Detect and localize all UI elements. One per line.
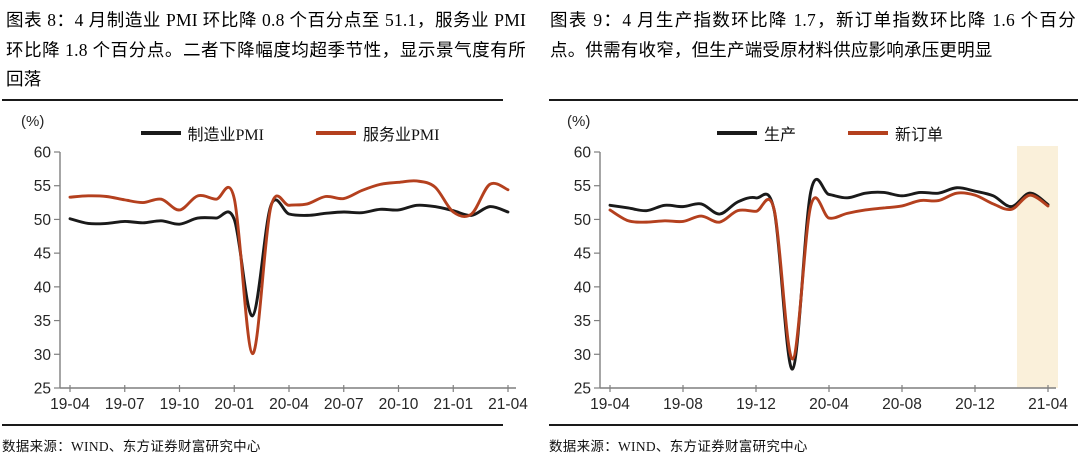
x-tick-label: 19-12 (736, 396, 776, 413)
y-tick-label: 40 (34, 279, 52, 296)
x-tick-label: 21-04 (1028, 396, 1068, 413)
legend-item-new-orders: 新订单 (848, 121, 943, 145)
series-line-0 (68, 198, 510, 318)
x-tick-label: 19-07 (105, 396, 145, 413)
x-tick-label: 19-04 (590, 396, 630, 413)
x-tick-label: 20-04 (809, 396, 849, 413)
series-line-1 (68, 179, 510, 356)
legend-line-swatch-black (140, 131, 181, 135)
x-tick-label: 20-01 (214, 396, 254, 413)
title-divider (549, 99, 1078, 101)
y-tick-label: 25 (34, 381, 51, 398)
x-tick-label: 20-08 (882, 396, 922, 413)
x-tick-label: 19-04 (50, 396, 90, 413)
x-tick-label: 21-04 (488, 396, 528, 413)
y-tick-label: 35 (34, 313, 51, 330)
chart-legend: 制造业PMI 服务业PMI (60, 121, 520, 145)
figure-9-title: 图表 9：4 月生产指数环比降 1.7，新订单指数环比降 1.6 个百分点。供需… (550, 10, 1076, 60)
series-line-1 (608, 191, 1050, 361)
unit-label: (%) (21, 113, 45, 130)
y-tick-label: 35 (574, 313, 591, 330)
x-tick-label: 21-01 (433, 396, 473, 413)
y-tick-label: 55 (34, 178, 51, 195)
x-tick-label: 20-04 (269, 396, 309, 413)
y-tick-label: 55 (574, 178, 591, 195)
legend-label: 新订单 (895, 127, 944, 144)
figure-8: 图表 8：4 月制造业 PMI 环比降 0.8 个百分点至 51.1，服务业 P… (2, 10, 528, 458)
series-line-0 (608, 177, 1050, 371)
y-tick-label: 30 (34, 347, 52, 364)
legend-item-production: 生产 (716, 121, 796, 145)
x-tick-label: 20-07 (324, 396, 364, 413)
legend-label: 生产 (763, 127, 796, 144)
x-tick-label: 19-08 (663, 396, 703, 413)
chart-legend: 生产 新订单 (600, 121, 1060, 145)
legend-line-swatch-red (316, 131, 356, 135)
legend-line-swatch-black (716, 131, 757, 135)
y-tick-label: 50 (34, 212, 52, 229)
y-tick-label: 25 (574, 381, 591, 398)
x-tick-label: 20-10 (379, 396, 419, 413)
figure-9: 图表 9：4 月生产指数环比降 1.7，新订单指数环比降 1.6 个百分点。供需… (540, 0, 1080, 462)
data-source: 数据来源：WIND、东方证券财富研究中心 (549, 424, 1078, 458)
y-tick-label: 45 (34, 246, 51, 263)
legend-label: 服务业PMI (363, 127, 440, 144)
highlight-band (1016, 146, 1058, 388)
figure-8-title: 图表 8：4 月制造业 PMI 环比降 0.8 个百分点至 51.1，服务业 P… (6, 10, 526, 89)
legend-item-services-pmi: 服务业PMI (316, 121, 439, 145)
x-tick-label: 20-12 (955, 396, 995, 413)
x-tick-label: 19-10 (160, 396, 200, 413)
unit-label: (%) (567, 113, 591, 130)
production-orders-line-chart: 25 30 35 40 45 50 55 60 19-04 19-08 19-12 20-04 20-0… (574, 145, 1068, 414)
y-tick-label: 30 (574, 347, 592, 364)
legend-label: 制造业PMI (187, 127, 264, 144)
data-source: 数据来源：WIND、东方证券财富研究中心 (2, 424, 503, 458)
y-tick-label: 45 (574, 246, 591, 263)
y-tick-label: 50 (574, 212, 592, 229)
title-divider (2, 99, 503, 101)
y-tick-label: 60 (574, 145, 592, 162)
y-tick-label: 60 (34, 145, 52, 162)
legend-line-swatch-red (848, 131, 888, 135)
legend-item-manufacturing-pmi: 制造业PMI (140, 121, 264, 145)
y-tick-label: 40 (574, 279, 592, 296)
pmi-line-chart: 25 30 35 40 45 50 55 60 19-04 19-07 19-10 20-01 20-0… (34, 145, 528, 414)
